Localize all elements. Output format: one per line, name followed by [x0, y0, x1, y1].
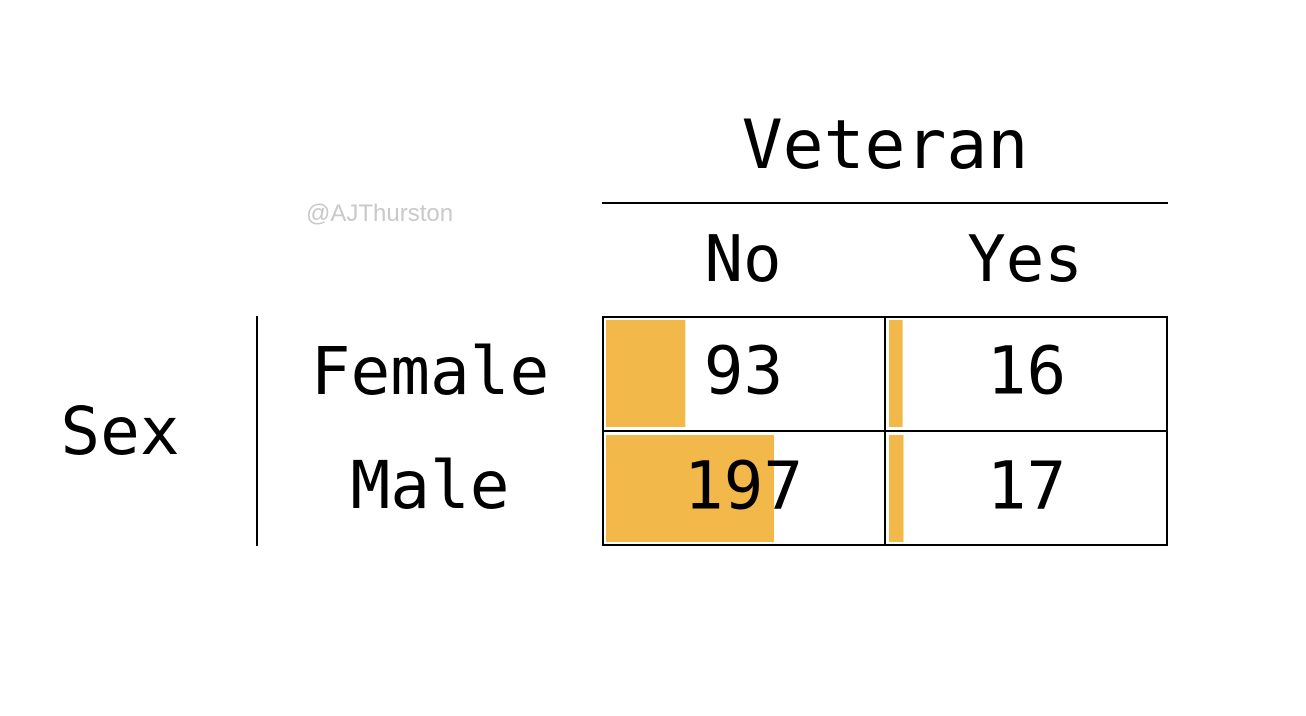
bar-female-yes: [889, 320, 903, 427]
bar-female-no: [606, 320, 686, 427]
cell-value-female-no: 93: [704, 333, 783, 410]
cell-value-female-yes: 16: [987, 333, 1066, 410]
row-header-rule: [256, 316, 258, 546]
column-label-yes: Yes: [967, 223, 1083, 297]
column-variable-title: Veteran: [741, 106, 1029, 185]
column-label-no: No: [704, 223, 782, 297]
cell-value-male-yes: 17: [987, 448, 1066, 525]
watermark: @AJThurston: [306, 200, 454, 227]
column-header-rule: [602, 202, 1168, 204]
row-variable-title: Sex: [60, 393, 180, 470]
row-label-female: Female: [310, 333, 550, 410]
contingency-table-svg: 93 16 197 17: [602, 316, 1168, 546]
row-label-male: Male: [350, 447, 510, 524]
contingency-table-grid: 93 16 197 17: [602, 316, 1168, 546]
bar-male-yes: [889, 435, 904, 542]
cell-value-male-no: 197: [684, 448, 803, 525]
bar-male-no: [606, 435, 774, 542]
